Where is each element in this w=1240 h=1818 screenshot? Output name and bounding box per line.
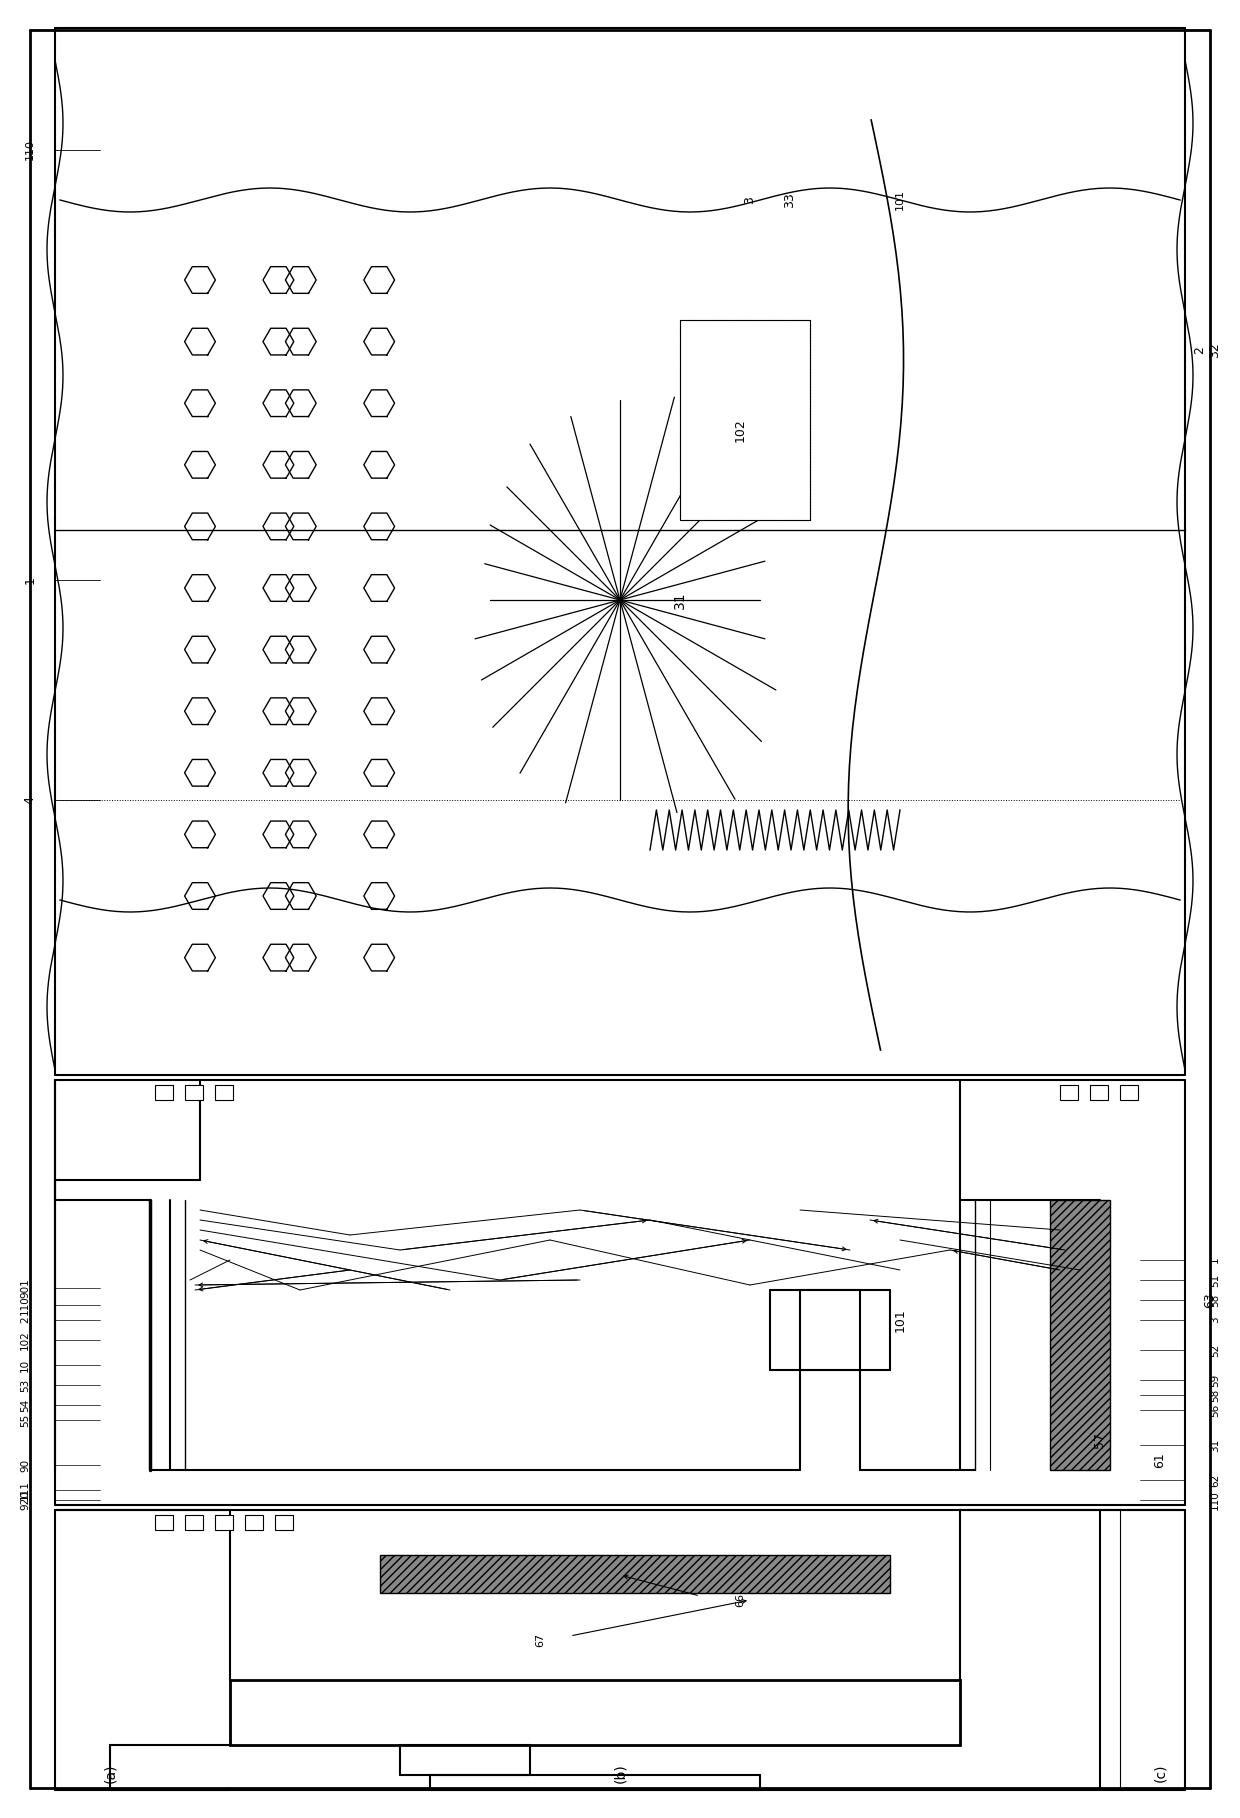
Text: 57: 57 bbox=[1094, 1433, 1106, 1447]
Text: 55: 55 bbox=[20, 1413, 30, 1427]
Polygon shape bbox=[1060, 1085, 1078, 1100]
Text: 53: 53 bbox=[20, 1378, 30, 1391]
Polygon shape bbox=[1050, 1200, 1110, 1471]
Polygon shape bbox=[185, 1514, 203, 1531]
Text: 110: 110 bbox=[25, 140, 35, 160]
Polygon shape bbox=[1090, 1085, 1109, 1100]
Text: 111: 111 bbox=[20, 1480, 30, 1500]
Text: 67: 67 bbox=[534, 1633, 546, 1647]
Text: 33: 33 bbox=[784, 193, 796, 207]
Text: 920: 920 bbox=[20, 1491, 30, 1511]
Text: 1: 1 bbox=[1210, 1256, 1220, 1264]
Polygon shape bbox=[680, 320, 810, 520]
Polygon shape bbox=[185, 1085, 203, 1100]
Polygon shape bbox=[379, 1554, 890, 1593]
Text: 102: 102 bbox=[20, 1331, 30, 1351]
Text: 901: 901 bbox=[20, 1278, 30, 1298]
Text: 110: 110 bbox=[20, 1294, 30, 1314]
Polygon shape bbox=[155, 1085, 174, 1100]
Polygon shape bbox=[215, 1514, 233, 1531]
Text: (a): (a) bbox=[103, 1763, 117, 1783]
Polygon shape bbox=[1120, 1085, 1138, 1100]
Polygon shape bbox=[246, 1514, 263, 1531]
Text: 62: 62 bbox=[1210, 1473, 1220, 1487]
Text: 61: 61 bbox=[1153, 1453, 1167, 1467]
Text: 31: 31 bbox=[1210, 1438, 1220, 1451]
Polygon shape bbox=[155, 1514, 174, 1531]
Text: 4: 4 bbox=[24, 796, 36, 804]
Text: 102: 102 bbox=[734, 418, 746, 442]
Text: 51: 51 bbox=[1210, 1273, 1220, 1287]
Text: 3: 3 bbox=[744, 196, 756, 204]
Text: 2: 2 bbox=[1193, 345, 1207, 355]
Text: 2: 2 bbox=[20, 1316, 30, 1324]
Text: (c): (c) bbox=[1153, 1763, 1167, 1782]
Text: 63: 63 bbox=[1204, 1293, 1216, 1307]
Text: 52: 52 bbox=[1210, 1344, 1220, 1356]
Text: 101: 101 bbox=[894, 1309, 906, 1333]
Polygon shape bbox=[275, 1514, 293, 1531]
Text: 110: 110 bbox=[1210, 1491, 1220, 1511]
Text: 58: 58 bbox=[1210, 1389, 1220, 1402]
Text: (b): (b) bbox=[613, 1763, 627, 1783]
Text: 56: 56 bbox=[1210, 1403, 1220, 1416]
Polygon shape bbox=[800, 1291, 861, 1371]
Polygon shape bbox=[215, 1085, 233, 1100]
Text: 1: 1 bbox=[24, 576, 36, 584]
Text: 66: 66 bbox=[735, 1593, 745, 1607]
Text: 58: 58 bbox=[1210, 1293, 1220, 1307]
Text: 3: 3 bbox=[1210, 1316, 1220, 1324]
Text: 54: 54 bbox=[20, 1398, 30, 1411]
Text: 101: 101 bbox=[895, 189, 905, 211]
Text: 31: 31 bbox=[673, 591, 687, 609]
Text: 10: 10 bbox=[20, 1358, 30, 1371]
Text: 90: 90 bbox=[20, 1458, 30, 1471]
Text: 59: 59 bbox=[1210, 1373, 1220, 1387]
Polygon shape bbox=[229, 1680, 960, 1745]
Text: 32: 32 bbox=[1209, 342, 1221, 358]
